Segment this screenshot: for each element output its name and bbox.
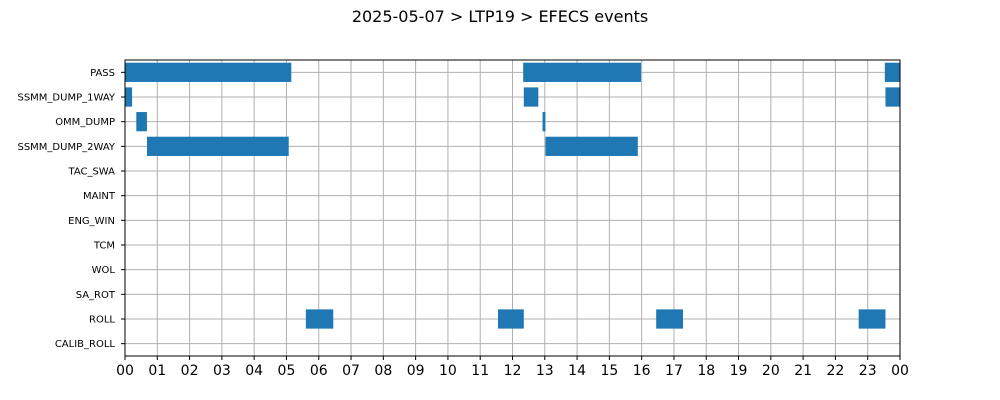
x-tick-label: 12 bbox=[504, 363, 522, 379]
x-tick-label: 07 bbox=[342, 363, 360, 379]
y-tick-label: ROLL bbox=[89, 315, 115, 326]
x-tick-label: 04 bbox=[245, 363, 263, 379]
x-tick-label: 20 bbox=[762, 363, 780, 379]
y-tick-label: CALIB_ROLL bbox=[55, 339, 116, 350]
x-tick-label: 14 bbox=[568, 363, 586, 379]
event-bar-roll bbox=[656, 309, 683, 329]
x-tick-label: 15 bbox=[600, 363, 618, 379]
y-tick-label: ENG_WIN bbox=[68, 216, 115, 227]
chart-title: 2025-05-07 > LTP19 > EFECS events bbox=[352, 7, 648, 26]
x-tick-label: 23 bbox=[859, 363, 877, 379]
bars bbox=[125, 62, 900, 329]
x-tick-label: 00 bbox=[891, 363, 909, 379]
x-tick-label: 03 bbox=[213, 363, 231, 379]
event-bar-pass bbox=[523, 62, 642, 82]
event-bar-omm-dump bbox=[136, 112, 147, 132]
x-tick-label: 06 bbox=[310, 363, 328, 379]
y-tick-label: WOL bbox=[92, 265, 116, 276]
x-tick-label: 02 bbox=[181, 363, 199, 379]
event-bar-ssmm-dump-2way bbox=[545, 136, 638, 156]
x-tick-label: 05 bbox=[278, 363, 296, 379]
y-tick-label: OMM_DUMP bbox=[55, 117, 115, 128]
y-tick-label: MAINT bbox=[83, 191, 116, 202]
x-tick-label: 11 bbox=[471, 363, 489, 379]
event-bar-ssmm-dump-1way bbox=[125, 87, 133, 107]
x-tick-label: 01 bbox=[148, 363, 166, 379]
event-bar-pass bbox=[884, 62, 900, 82]
y-tick-label: PASS bbox=[90, 68, 115, 79]
event-bar-roll bbox=[497, 309, 524, 329]
x-tick-label: 18 bbox=[697, 363, 715, 379]
x-tick-label: 17 bbox=[665, 363, 683, 379]
x-tick-label: 22 bbox=[827, 363, 845, 379]
x-tick-label: 10 bbox=[439, 363, 457, 379]
y-axis: PASS SSMM_DUMP_1WAY OMM_DUMP SSMM_DUMP_2WAY… bbox=[17, 68, 125, 350]
x-tick-label: 19 bbox=[730, 363, 748, 379]
event-bar-roll bbox=[858, 309, 886, 329]
x-tick-label: 13 bbox=[536, 363, 554, 379]
y-tick-label: TCM bbox=[93, 241, 115, 252]
event-bar-pass bbox=[125, 62, 292, 82]
event-bar-ssmm-dump-2way bbox=[146, 136, 289, 156]
event-bar-roll bbox=[305, 309, 334, 329]
event-bar-omm-dump bbox=[542, 112, 546, 132]
x-tick-label: 21 bbox=[794, 363, 812, 379]
y-tick-label: SSMM_DUMP_2WAY bbox=[17, 142, 115, 153]
event-bar-ssmm-dump-1way bbox=[885, 87, 900, 107]
x-axis: 00 01 02 03 04 05 06 07 08 09 10 11 12 13 14 15 16 17 18 19… bbox=[116, 356, 909, 379]
y-tick-label: TAC_SWA bbox=[67, 167, 115, 178]
event-bar-ssmm-dump-1way bbox=[523, 87, 539, 107]
x-tick-label: 16 bbox=[633, 363, 651, 379]
x-tick-label: 09 bbox=[407, 363, 425, 379]
x-tick-label: 00 bbox=[116, 363, 134, 379]
y-tick-label: SSMM_DUMP_1WAY bbox=[17, 93, 115, 104]
x-tick-label: 08 bbox=[374, 363, 392, 379]
y-tick-label: SA_ROT bbox=[76, 290, 116, 301]
